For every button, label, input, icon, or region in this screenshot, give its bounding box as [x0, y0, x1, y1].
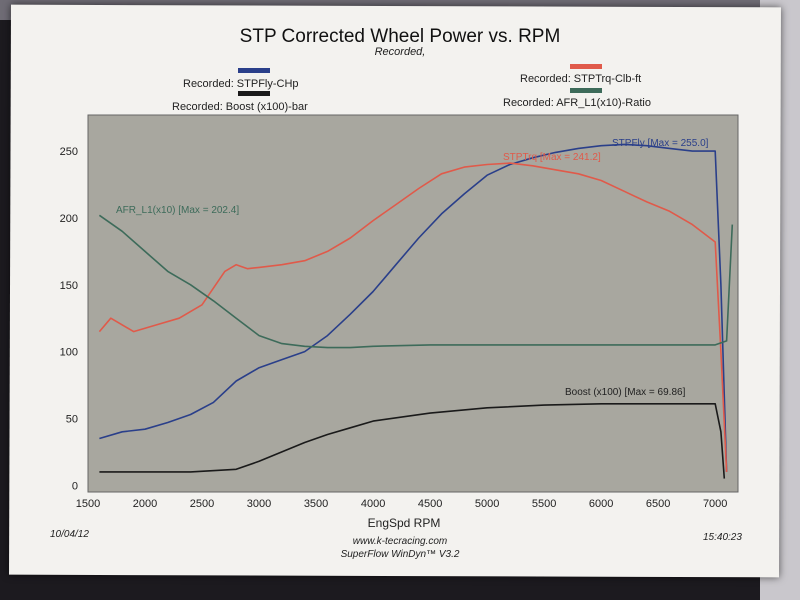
y-tick-label: 150: [60, 280, 78, 292]
y-tick-label: 200: [60, 213, 78, 225]
y-tick-label: 250: [60, 146, 78, 158]
x-tick-label: 3500: [304, 498, 328, 510]
legend-label-boost: Recorded: Boost (x100)-bar: [172, 101, 308, 113]
series-annotation: AFR_L1(x10) [Max = 202.4]: [116, 205, 239, 216]
legend-label-stptrq: Recorded: STPTrq-Clb-ft: [520, 73, 642, 85]
x-tick-label: 2500: [190, 498, 214, 510]
footer-software: SuperFlow WinDyn™ V3.2: [340, 549, 460, 560]
series-annotation: Boost (x100) [Max = 69.86]: [565, 387, 686, 398]
x-tick-label: 2000: [133, 498, 157, 510]
legend-swatch-stptrq: [570, 64, 602, 69]
x-tick-label: 5000: [475, 498, 499, 510]
legend-label-afr: Recorded: AFR_L1(x10)-Ratio: [503, 97, 651, 109]
series-annotation: STPTrq [Max = 241.2]: [503, 152, 601, 163]
footer-website: www.k-tecracing.com: [352, 536, 448, 547]
legend-label-stpfly: Recorded: STPFly-CHp: [183, 78, 299, 90]
series-line-boost-x100-: [99, 402, 726, 479]
series-line-afr-l1-x10-: [98, 214, 734, 349]
x-tick-label: 7000: [703, 498, 727, 510]
x-tick-label: 4500: [418, 498, 442, 510]
series-line-stpfly: [99, 143, 728, 472]
footer-time: 15:40:23: [703, 532, 742, 543]
chart-subtitle: Recorded,: [374, 46, 426, 58]
legend-swatch-afr: [570, 88, 602, 93]
plot-area: [87, 114, 739, 493]
series-line-stptrq: [98, 162, 728, 472]
series-annotation: STPFly [Max = 255.0]: [612, 138, 709, 149]
x-axis-label: EngSpd RPM: [368, 516, 441, 530]
y-tick-label: 50: [66, 413, 78, 425]
x-tick-label: 6000: [589, 498, 613, 510]
footer-date: 10/04/12: [50, 529, 89, 540]
y-tick-label: 100: [60, 347, 78, 359]
legend-swatch-boost: [238, 91, 270, 96]
x-tick-label: 6500: [646, 498, 670, 510]
x-tick-label: 3000: [247, 498, 271, 510]
chart-title: STP Corrected Wheel Power vs. RPM: [239, 26, 561, 47]
legend-swatch-stpfly: [238, 68, 270, 73]
y-tick-label: 0: [72, 480, 78, 492]
x-tick-label: 1500: [76, 498, 100, 510]
x-tick-label: 4000: [361, 498, 385, 510]
x-tick-label: 5500: [532, 498, 556, 510]
